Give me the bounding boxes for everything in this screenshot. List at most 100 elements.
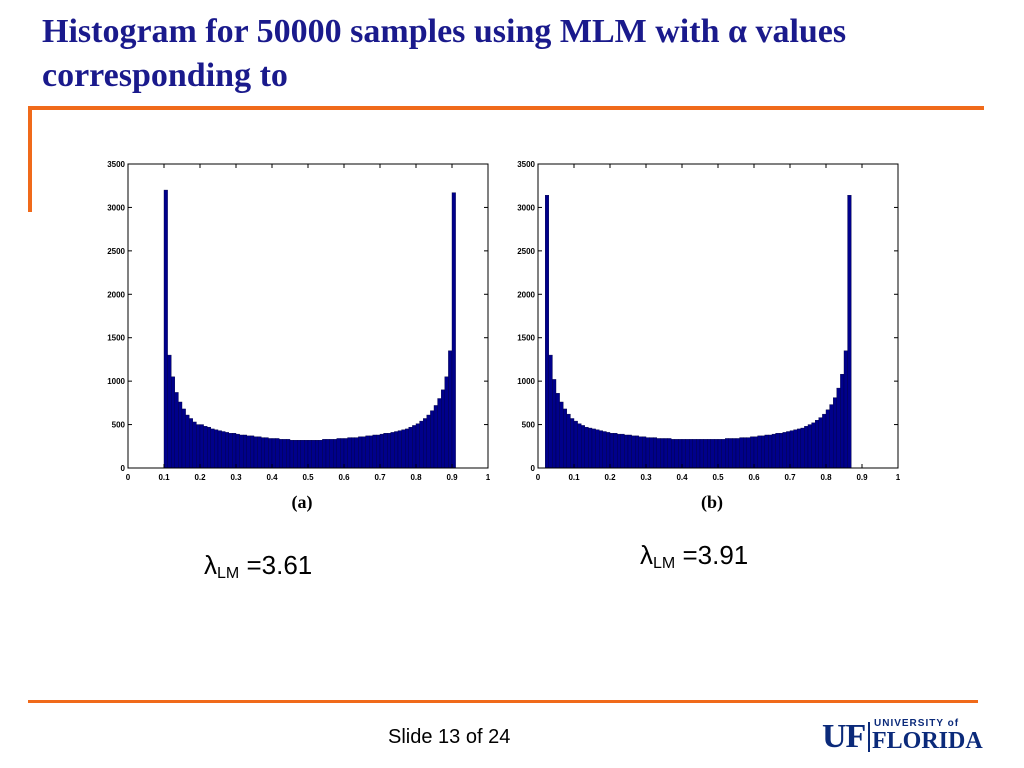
histogram-bar (221, 431, 226, 469)
x-tick-label: 0.9 (446, 473, 458, 482)
histogram-bar (645, 437, 650, 469)
y-tick-label: 3000 (517, 203, 535, 212)
histogram-bar (242, 434, 247, 469)
histogram-bar (696, 439, 701, 469)
histogram-bar (627, 434, 632, 469)
histogram-bar (609, 433, 614, 469)
y-tick-label: 3500 (517, 160, 535, 169)
lambda-value: =3.91 (682, 540, 749, 570)
histogram-a: 0 0.1 0.2 0.3 0.4 0.5 0.6 0.7 0.8 0.9 1 0 500 1000 150… (96, 152, 496, 513)
histogram-bar (750, 436, 755, 469)
histogram-bar (815, 420, 820, 469)
title-rule (28, 106, 984, 110)
histogram-bar (724, 438, 729, 469)
lambda-subscript: LM (217, 565, 240, 582)
x-tick-label: 1 (896, 473, 901, 482)
histogram-bar (642, 436, 647, 469)
histogram-bar (598, 430, 603, 469)
slide-number: Slide 13 of 24 (388, 726, 511, 748)
histogram-bar (300, 440, 305, 469)
histogram-bar (797, 428, 802, 469)
histogram-bar (829, 404, 834, 469)
histogram-bar (552, 379, 557, 469)
x-tick-label: 0.6 (338, 473, 350, 482)
histogram-bar (369, 435, 374, 469)
x-tick-label: 0.7 (374, 473, 386, 482)
uf-logo: UF UNIVERSITY of FLORIDA (822, 714, 983, 755)
histogram-bar (717, 439, 722, 469)
histogram-bar (566, 413, 571, 469)
x-tick-label: 0.2 (194, 473, 206, 482)
y-tick-label: 500 (522, 421, 536, 430)
histogram-bar (260, 437, 265, 469)
histogram-bar (174, 392, 179, 469)
y-tick-label: 500 (112, 421, 126, 430)
histogram-bar (426, 414, 431, 469)
histogram-bar (674, 439, 679, 469)
histogram-bar (361, 436, 366, 469)
logo-florida: FLORIDA (872, 728, 983, 754)
lambda-label-a: λLM =3.61 (204, 550, 312, 583)
histogram-bar (397, 430, 402, 469)
y-tick-label: 2500 (107, 247, 125, 256)
histogram-svg: 0 0.1 0.2 0.3 0.4 0.5 0.6 0.7 0.8 0.9 1 0 500 1000 150… (517, 160, 901, 513)
histogram-bar (358, 436, 363, 469)
lambda-value: =3.61 (246, 550, 313, 580)
histogram-bar (408, 426, 413, 469)
histogram-bar (336, 438, 341, 469)
histogram-bar (282, 439, 287, 469)
histogram-bar (217, 430, 222, 469)
histogram-bar (181, 408, 186, 469)
histogram-bar (559, 401, 564, 469)
histogram-bar (577, 423, 582, 469)
histogram-bar (833, 397, 838, 469)
y-tick-label: 0 (121, 464, 126, 473)
y-tick-label: 2000 (107, 290, 125, 299)
histogram-bar (771, 433, 776, 469)
histogram-bar (638, 436, 643, 469)
histogram-bar (350, 437, 355, 469)
histogram-bar (257, 436, 262, 469)
histogram-bar (264, 437, 269, 469)
histogram-bar (365, 435, 370, 469)
footer-rule (28, 700, 978, 703)
histogram-bar (246, 435, 251, 469)
histogram-bar (289, 440, 294, 469)
histogram-bar (185, 414, 190, 469)
histogram-b: 0 0.1 0.2 0.3 0.4 0.5 0.6 0.7 0.8 0.9 1 0 500 1000 150… (506, 152, 906, 513)
histogram-bar (178, 401, 183, 469)
x-tick-label: 0 (536, 473, 541, 482)
x-tick-label: 0.8 (410, 473, 422, 482)
histogram-bar (293, 440, 298, 469)
histogram-bar (670, 439, 675, 469)
histogram-bar (170, 376, 175, 469)
histogram-bar (548, 354, 553, 469)
title-rule-left (28, 106, 32, 212)
histogram-bar (286, 439, 291, 469)
y-tick-label: 0 (531, 464, 536, 473)
histogram-bar (602, 431, 607, 469)
histogram-bar (390, 432, 395, 469)
histogram-bar (652, 437, 657, 469)
histogram-bar (685, 439, 690, 469)
x-tick-label: 0.7 (784, 473, 796, 482)
x-tick-label: 0.5 (712, 473, 724, 482)
histogram-bar (296, 440, 301, 469)
x-tick-label: 0.8 (820, 473, 832, 482)
x-tick-label: 0.6 (748, 473, 760, 482)
histogram-bar (757, 435, 762, 469)
histogram-bar (228, 433, 233, 469)
histogram-bar (340, 438, 345, 469)
histogram-bar (415, 423, 420, 469)
histogram-bar (545, 195, 550, 469)
histogram-bar (394, 431, 399, 469)
histogram-bar (448, 350, 453, 469)
histogram-bar (354, 437, 359, 469)
histogram-bar (634, 435, 639, 469)
logo-divider (868, 722, 870, 752)
histogram-bar (210, 428, 215, 469)
x-tick-label: 0.4 (676, 473, 688, 482)
histogram-bar (203, 426, 208, 469)
x-tick-label: 0.2 (604, 473, 616, 482)
histogram-bar (789, 430, 794, 469)
